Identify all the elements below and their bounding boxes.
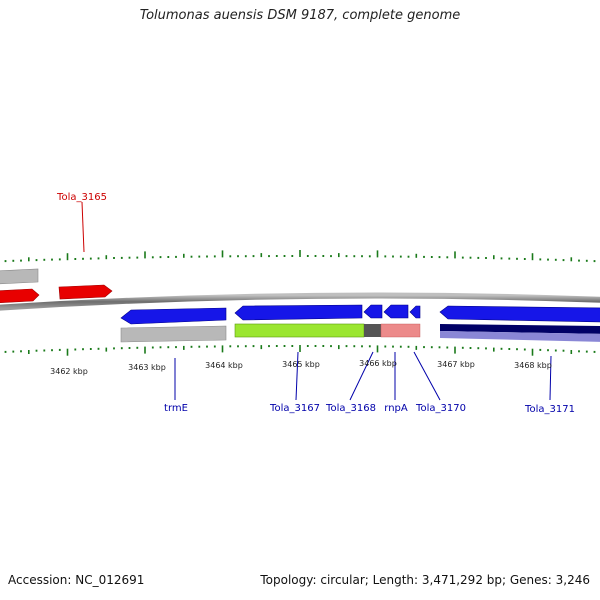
- map-title: Tolumonas auensis DSM 9187, complete gen…: [139, 8, 461, 23]
- reverse-cds-green-bar: [234, 323, 365, 338]
- gene-label-trme[interactable]: trmE: [164, 403, 188, 414]
- kbp-label: 3468 kbp: [514, 361, 552, 370]
- kbp-label: 3465 kbp: [282, 360, 320, 369]
- reverse-cds-slate-bar: [440, 331, 600, 342]
- gene-label-tola-3167[interactable]: Tola_3167: [269, 403, 320, 414]
- leader-line-tola-3170: [413, 351, 441, 401]
- leader-line-tola-3168: [349, 351, 374, 401]
- kbp-label: 3466 kbp: [359, 359, 397, 368]
- gene-label-tola-3165[interactable]: Tola_3165: [56, 192, 107, 203]
- reverse-gene-arrow-tola-3168[interactable]: [363, 304, 383, 319]
- gene-label-tola-3171[interactable]: Tola_3171: [524, 404, 575, 415]
- reverse-gene-arrow-rnpa[interactable]: [383, 304, 409, 319]
- reverse-gene-arrow-tola-3171[interactable]: [439, 305, 600, 323]
- leader-line-tola-3165: [81, 201, 85, 253]
- gene-label-tola-3170[interactable]: Tola_3170: [415, 403, 466, 414]
- inner-tick-row: [4, 345, 596, 356]
- kbp-label: 3464 kbp: [205, 361, 243, 370]
- reverse-gene-arrow-trme[interactable]: [120, 307, 227, 325]
- gene-label-tola-3168[interactable]: Tola_3168: [325, 403, 376, 414]
- leader-line-tola-3171: [549, 355, 552, 401]
- kbp-label: 3462 kbp: [50, 367, 88, 376]
- reverse-cds-darkgray-bar: [364, 324, 381, 337]
- leader-line-tola-3167: [295, 351, 299, 401]
- forward-gene-arrow-tola-3165[interactable]: [58, 284, 113, 300]
- genome-backbone: [0, 292, 600, 311]
- reverse-cds-pink-bar: [380, 323, 421, 338]
- gene-label-rnpa[interactable]: rnpA: [384, 403, 408, 414]
- accession-text: Accession: NC_012691: [8, 573, 145, 587]
- reverse-gene-arrow-tola-3167[interactable]: [234, 304, 363, 321]
- topology-text: Topology: circular; Length: 3,471,292 bp…: [260, 573, 590, 587]
- forward-cds-bar: [0, 268, 39, 285]
- forward-gene-arrow-left[interactable]: [0, 288, 40, 304]
- kbp-label: 3463 kbp: [128, 363, 166, 372]
- kbp-label: 3467 kbp: [437, 360, 475, 369]
- outer-tick-row: [4, 250, 596, 263]
- reverse-cds-gray-bar: [120, 325, 227, 343]
- reverse-cds-navy-bar: [440, 324, 600, 334]
- reverse-gene-arrow-tola-3170[interactable]: [409, 305, 421, 319]
